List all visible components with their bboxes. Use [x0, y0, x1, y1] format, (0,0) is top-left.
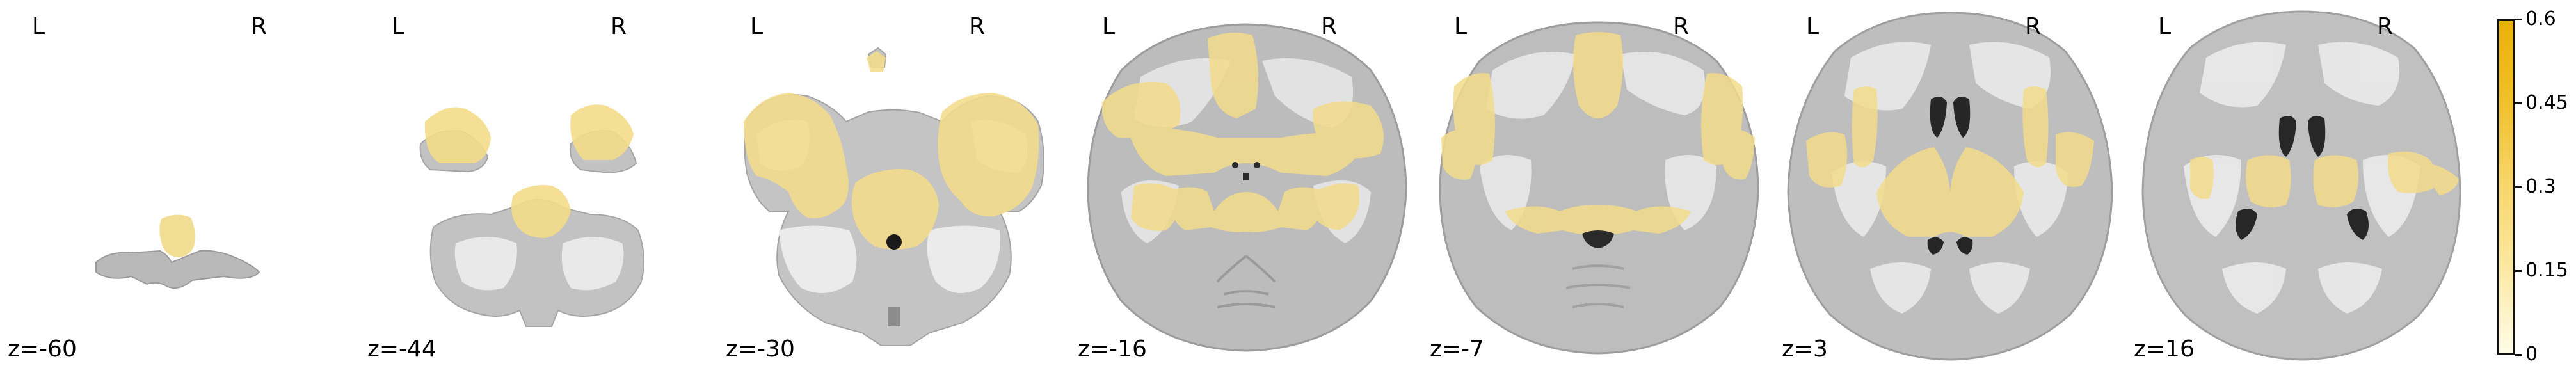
colorbar-tick-mark [2515, 102, 2522, 104]
colorbar: 0 0.15 0.3 0.45 0.6 [2483, 0, 2576, 368]
axial-slice-5: L R z=-7 [1422, 0, 1774, 368]
colorbar-tick-mark [2515, 354, 2522, 356]
z-coordinate-label: z=16 [2134, 336, 2195, 362]
z-coordinate-label: z=-60 [8, 336, 77, 362]
colorbar-tick-label: 0.15 [2525, 259, 2568, 282]
right-orientation-label: R [2025, 13, 2042, 40]
left-orientation-label: L [1806, 13, 1820, 40]
axial-slice-2: L R z=-44 [360, 0, 712, 368]
axial-slice-1: L R z=-60 [0, 0, 352, 368]
colorbar-tick-mark [2515, 270, 2522, 272]
z-coordinate-label: z=3 [1782, 336, 1828, 362]
colorbar-tick-mark [2515, 186, 2522, 188]
left-orientation-label: L [32, 13, 45, 40]
brain-slice-image [2141, 10, 2461, 361]
brain-slice-image [95, 214, 260, 289]
brain-slice-image [419, 104, 644, 327]
left-orientation-label: L [1454, 13, 1468, 40]
colorbar-tick-label: 0.45 [2525, 92, 2568, 114]
colorbar-tick-label: 0.3 [2525, 175, 2556, 198]
brain-slice-image [1787, 12, 2113, 361]
right-orientation-label: R [2377, 13, 2394, 40]
colorbar-tick-mark [2515, 19, 2522, 20]
z-coordinate-label: z=-16 [1078, 336, 1147, 362]
right-orientation-label: R [1673, 13, 1690, 40]
brain-slice-image [1087, 23, 1407, 352]
axial-slice-7: L R z=16 [2126, 0, 2478, 368]
left-orientation-label: L [2158, 13, 2172, 40]
brain-slice-image [744, 47, 1044, 346]
colorbar-gradient [2497, 19, 2515, 355]
axial-slice-4: L R z=-16 [1070, 0, 1422, 368]
right-orientation-label: R [611, 13, 627, 40]
axial-slice-6: L R z=3 [1774, 0, 2126, 368]
axial-slice-3: L R z=-30 [718, 0, 1070, 368]
left-orientation-label: L [750, 13, 764, 40]
right-orientation-label: R [251, 13, 268, 40]
left-orientation-label: L [1102, 13, 1116, 40]
right-orientation-label: R [969, 13, 986, 40]
z-coordinate-label: z=-30 [726, 336, 795, 362]
right-orientation-label: R [1321, 13, 1338, 40]
colorbar-tick-label: 0 [2525, 343, 2538, 365]
z-coordinate-label: z=-7 [1430, 336, 1484, 362]
left-orientation-label: L [392, 13, 405, 40]
brain-slice-image [1439, 21, 1759, 355]
z-coordinate-label: z=-44 [367, 336, 436, 362]
colorbar-tick-label: 0.6 [2525, 8, 2556, 30]
